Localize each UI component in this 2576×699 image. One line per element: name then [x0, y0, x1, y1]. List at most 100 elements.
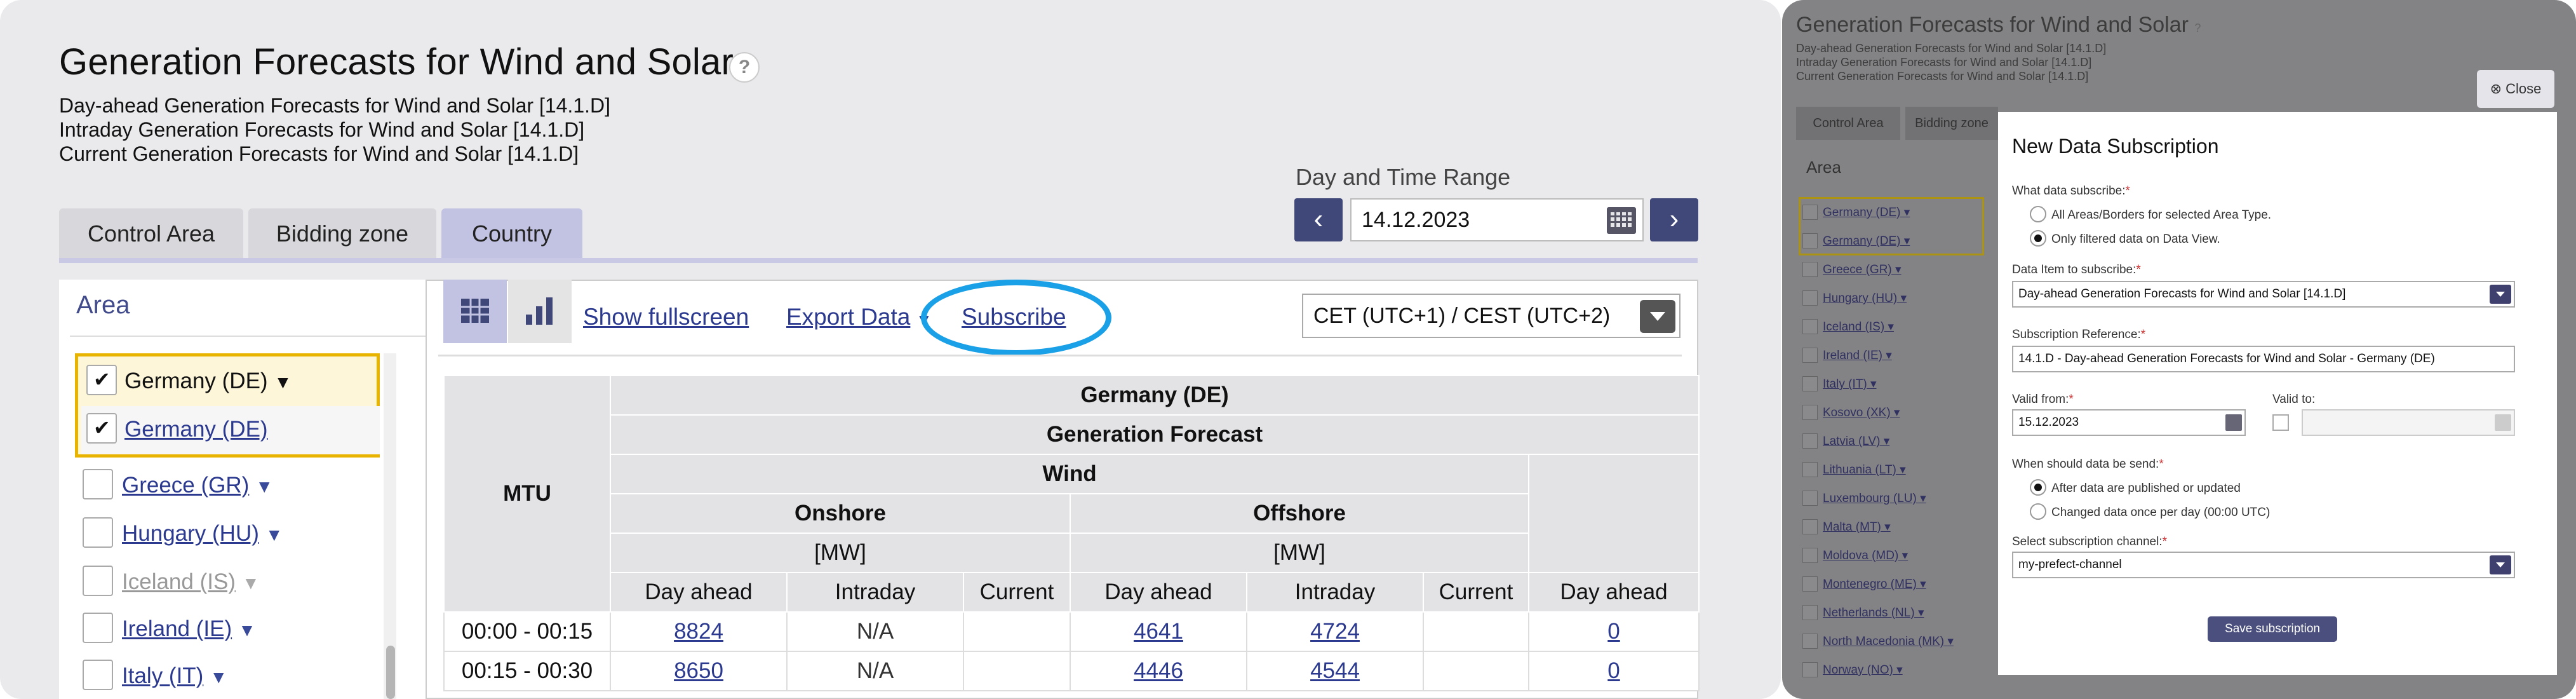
date-input[interactable]: 14.12.2023	[1350, 198, 1644, 241]
close-icon: ⊗	[2490, 81, 2502, 97]
area-checkbox-hungary[interactable]	[83, 517, 113, 548]
valid-from-input[interactable]: 15.12.2023	[2012, 409, 2246, 436]
background-area-item: Malta (MT) ▾	[1823, 520, 1891, 534]
radio-all-areas[interactable]	[2030, 206, 2046, 222]
col-header: Day ahead	[610, 572, 788, 613]
show-fullscreen-link[interactable]: Show fullscreen	[583, 304, 749, 330]
help-icon[interactable]: ?	[729, 52, 760, 83]
area-item-label: Greece (GR)	[122, 473, 250, 498]
value-cell	[963, 651, 1071, 691]
chart-view-button[interactable]	[508, 280, 572, 343]
caret-down-icon[interactable]: ▼	[210, 667, 228, 687]
radio-filtered-data[interactable]	[2030, 230, 2046, 247]
background-area-checkbox	[1802, 319, 1818, 334]
value-link[interactable]: 8650	[674, 658, 723, 683]
selected-areas-box	[75, 353, 380, 458]
label-text: Data Item to subscribe:	[2012, 263, 2137, 276]
area-checkbox-italy[interactable]	[83, 660, 113, 690]
area-item-germany-country[interactable]: Germany (DE) ▼	[124, 369, 292, 394]
area-checkbox-germany-country[interactable]	[86, 365, 117, 395]
tab-country[interactable]: Country	[441, 208, 582, 259]
background-area-checkbox	[1802, 348, 1818, 363]
area-scrollbar-thumb[interactable]	[386, 646, 395, 699]
col-header: Current	[1423, 572, 1529, 613]
chevron-down-icon[interactable]	[1640, 300, 1675, 333]
subtitle-day-ahead: Day-ahead Generation Forecasts for Wind …	[59, 94, 610, 117]
background-area-checkbox	[1802, 462, 1818, 477]
area-item-italy[interactable]: Italy (IT) ▼	[122, 663, 227, 689]
area-scrollbar[interactable]	[384, 353, 396, 699]
country-header: Germany (DE)	[609, 375, 1700, 416]
background-area-checkbox	[1802, 662, 1818, 677]
mtu-cell: 00:15 - 00:30	[443, 651, 611, 691]
date-value: 14.12.2023	[1362, 208, 1470, 232]
caret-down-icon[interactable]: ▼	[265, 525, 283, 545]
background-area-item: Netherlands (NL) ▾	[1823, 606, 1924, 620]
reference-input[interactable]: 14.1.D - Day-ahead Generation Forecasts …	[2012, 346, 2515, 372]
label-text: When should data be send:	[2012, 458, 2159, 471]
area-item-iceland: Iceland (IS) ▼	[122, 569, 260, 595]
value-link[interactable]: 0	[1607, 619, 1620, 644]
chevron-down-icon[interactable]	[2490, 285, 2511, 304]
value-link[interactable]: 8824	[674, 619, 723, 644]
value-link[interactable]: 4724	[1310, 619, 1360, 644]
solar-header-blank	[1527, 454, 1700, 573]
next-day-button[interactable]: ›	[1650, 198, 1698, 241]
background-area-item: Ireland (IE) ▾	[1823, 349, 1892, 362]
tab-control-area[interactable]: Control Area	[59, 208, 243, 259]
value-link[interactable]: 4544	[1310, 658, 1360, 683]
caret-down-icon[interactable]: ▼	[274, 372, 292, 392]
background-area-checkbox	[1802, 491, 1818, 506]
valid-from-value: 15.12.2023	[2018, 416, 2079, 429]
channel-select[interactable]: my-prefect-channel	[2012, 552, 2515, 578]
background-area-heading: Area	[1806, 158, 1841, 177]
area-checkbox-ireland[interactable]	[83, 613, 113, 643]
background-area-checkbox	[1802, 233, 1818, 248]
calendar-icon[interactable]	[2225, 414, 2242, 431]
background-area-item: Germany (DE) ▾	[1823, 206, 1910, 219]
table-view-button[interactable]	[443, 280, 507, 343]
data-item-value: Day-ahead Generation Forecasts for Wind …	[2018, 287, 2346, 301]
area-checkbox-iceland	[83, 566, 113, 596]
calendar-icon	[2495, 414, 2511, 431]
label-text: What data subscribe:	[2012, 184, 2126, 198]
area-item-greece[interactable]: Greece (GR) ▼	[122, 473, 273, 498]
export-data-link[interactable]: Export Data	[786, 304, 911, 330]
required-mark: *	[2162, 535, 2167, 548]
caret-down-icon: ▼	[241, 573, 260, 593]
channel-value: my-prefect-channel	[2018, 558, 2122, 571]
radio-all-areas-label: All Areas/Borders for selected Area Type…	[2051, 208, 2272, 222]
previous-day-button[interactable]: ‹	[1294, 198, 1343, 241]
close-label: Close	[2506, 81, 2542, 97]
tab-bidding-zone[interactable]: Bidding zone	[248, 208, 436, 259]
radio-filtered-data-label: Only filtered data on Data View.	[2051, 233, 2220, 246]
chevron-down-icon[interactable]	[2490, 555, 2511, 574]
col-header: Day ahead	[1070, 572, 1247, 613]
background-area-checkbox	[1802, 519, 1818, 534]
area-item-hungary[interactable]: Hungary (HU) ▼	[122, 521, 283, 546]
col-header: Intraday	[1246, 572, 1424, 613]
background-area-item: Kosovo (XK) ▾	[1823, 406, 1900, 419]
caret-down-icon[interactable]: ▼	[255, 477, 274, 496]
save-subscription-button[interactable]: Save subscription	[2208, 616, 2337, 642]
area-checkbox-greece[interactable]	[83, 469, 113, 499]
area-checkbox-germany-zone[interactable]	[86, 413, 117, 444]
forecast-table: MTU Germany (DE) Generation Forecast Win…	[443, 375, 1700, 691]
valid-to-checkbox[interactable]	[2272, 414, 2289, 431]
data-item-select[interactable]: Day-ahead Generation Forecasts for Wind …	[2012, 281, 2515, 308]
background-area-item: Greece (GR) ▾	[1823, 263, 1902, 276]
background-area-checkbox	[1802, 290, 1818, 306]
radio-once-per-day[interactable]	[2030, 503, 2046, 520]
valid-to-input	[2302, 409, 2515, 436]
timezone-select[interactable]: CET (UTC+1) / CEST (UTC+2)	[1302, 294, 1680, 338]
radio-after-published[interactable]	[2030, 479, 2046, 496]
calendar-icon[interactable]	[1607, 207, 1636, 234]
area-item-ireland[interactable]: Ireland (IE) ▼	[122, 616, 256, 642]
close-button[interactable]: ⊗ Close	[2477, 70, 2554, 108]
area-item-germany-zone[interactable]: Germany (DE)	[124, 417, 268, 442]
subtitle-current: Current Generation Forecasts for Wind an…	[59, 142, 579, 165]
value-link[interactable]: 0	[1607, 658, 1620, 683]
caret-down-icon[interactable]: ▼	[238, 620, 256, 640]
value-link[interactable]: 4641	[1134, 619, 1183, 644]
value-link[interactable]: 4446	[1134, 658, 1183, 683]
